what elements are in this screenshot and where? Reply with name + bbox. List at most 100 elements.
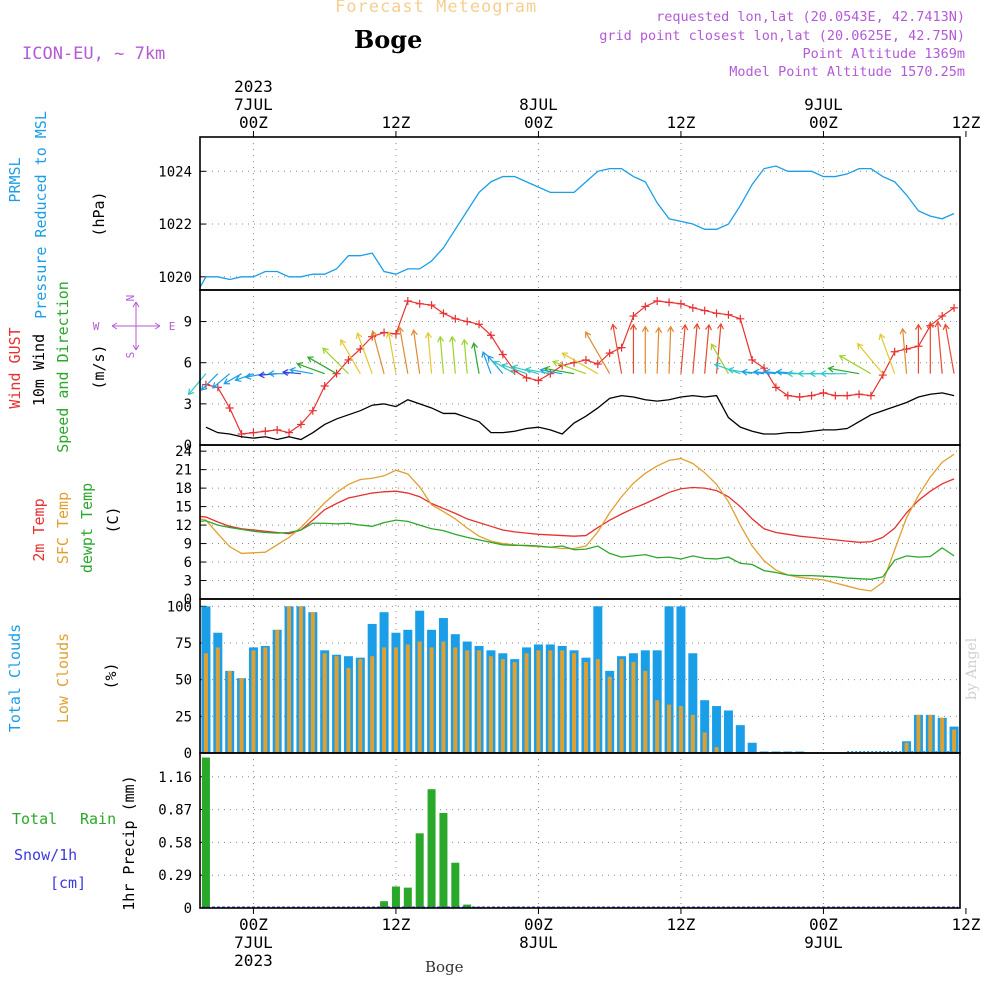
location-title: Boge (354, 25, 423, 54)
y-tick-label-temp: 18 (175, 481, 192, 497)
dewpoint-line (199, 519, 955, 580)
wind-direction-arrow (211, 373, 231, 389)
wind-direction-arrow (410, 328, 421, 374)
wind-direction-arrow (437, 335, 445, 374)
wind-direction-arrow (551, 360, 587, 375)
low-cloud-bar (382, 647, 387, 753)
wind-direction-arrow (752, 368, 776, 376)
precip-bar (439, 812, 448, 908)
gust-marker (332, 369, 341, 378)
total-cloud-bar (676, 606, 686, 753)
gust-marker (712, 309, 721, 318)
bottom-day-label: 8JUL (519, 933, 558, 952)
wind-direction-arrow (942, 323, 955, 374)
wind-direction-arrow (281, 369, 301, 377)
low-cloud-bar (607, 676, 612, 753)
wind-direction-arrow (856, 342, 884, 375)
clouds-unit: (%) (102, 662, 120, 689)
gust-marker (819, 388, 828, 397)
gust-marker (451, 314, 460, 323)
y-tick-label-wind: 0 (184, 438, 192, 454)
wind-direction-arrow (667, 325, 675, 374)
wind-direction-arrow (289, 367, 313, 375)
pressure-label-desc: Pressure Reduced to MSL (32, 111, 50, 319)
wind-direction-arrow (296, 362, 325, 375)
low-cloud-bar (619, 659, 624, 753)
low-cloud-bar (560, 650, 565, 753)
temp-label-2m: 2m Temp (30, 498, 48, 561)
wind-direction-arrow (713, 362, 741, 375)
bottom-time-label: 12Z (381, 915, 410, 934)
low-cloud-bar (346, 667, 351, 753)
low-cloud-bar (465, 650, 470, 753)
total-cloud-bar (747, 742, 757, 753)
low-cloud-bar (322, 653, 327, 753)
gust-marker (225, 403, 234, 412)
y-tick-label-wind: 3 (184, 397, 192, 413)
gust-marker (403, 296, 412, 305)
gust-marker (273, 425, 282, 434)
compass-w: W (93, 320, 100, 333)
wind-direction-arrow (200, 373, 219, 391)
top-day-label: 7JUL (234, 95, 273, 114)
gust-marker (463, 317, 472, 326)
wind-direction-arrow (306, 356, 337, 375)
gust-marker (593, 360, 602, 369)
wind-direction-arrow (926, 321, 934, 374)
wind-direction-arrow (584, 331, 611, 374)
low-cloud-bar (429, 647, 434, 753)
wind-direction-arrow (340, 338, 361, 374)
precip-label-total: Total (12, 810, 57, 828)
gust-marker (760, 364, 769, 373)
bottom-time-label: 12Z (666, 915, 695, 934)
gust-marker (629, 312, 638, 321)
panel-frame-precip (199, 752, 961, 909)
compass-rose-icon (111, 301, 161, 351)
wind-direction-arrow (878, 333, 896, 374)
low-cloud-bar (678, 706, 683, 753)
wind-direction-arrow (763, 368, 788, 376)
gust-marker (415, 299, 424, 308)
y-tick-label-clouds: 25 (175, 709, 192, 725)
low-cloud-bar (405, 644, 410, 753)
wind-direction-arrow (655, 326, 663, 374)
wind-direction-arrow (397, 326, 409, 374)
pressure-line (199, 165, 955, 288)
precip-bar (427, 789, 436, 908)
y-tick-label-temp: 24 (175, 444, 192, 460)
gust-marker (534, 376, 543, 385)
y-tick-label-wind: 6 (184, 356, 192, 372)
wind-label-10m: 10m Wind (30, 334, 48, 406)
gust-marker (748, 355, 757, 364)
gust-marker (285, 428, 294, 437)
low-cloud-bar (952, 729, 957, 753)
gust-marker (866, 391, 875, 400)
bottom-day-label: 9JUL (804, 933, 843, 952)
y-tick-label-precip: 0.29 (158, 868, 192, 884)
precip-label-rain: Rain (80, 810, 116, 828)
low-cloud-bar (358, 659, 363, 753)
low-cloud-bar (227, 670, 232, 753)
low-cloud-bar (928, 714, 933, 753)
wind-direction-arrow (511, 364, 539, 375)
gust-marker (641, 302, 650, 311)
total-cloud-bar (700, 700, 710, 753)
y-tick-label-precip: 0.58 (158, 835, 192, 851)
wind-unit: (m/s) (90, 344, 108, 389)
y-tick-label-pressure: 1022 (158, 217, 192, 233)
y-tick-label-wind: 9 (184, 315, 192, 331)
top-time-label: 12Z (381, 113, 410, 132)
wind-direction-arrow (740, 368, 765, 376)
temp-label-dewpt: dewpt Temp (78, 483, 96, 573)
bottom-time-label: 00Z (809, 915, 838, 934)
gust-marker (296, 420, 305, 429)
low-cloud-bar (595, 659, 600, 753)
low-cloud-bar (477, 650, 482, 753)
precip-bar (391, 886, 400, 908)
sfc-temp-line (199, 453, 955, 592)
wind-direction-arrow (610, 323, 623, 374)
gust-marker (795, 392, 804, 401)
info-requested: requested lon,lat (20.0543E, 42.7413N) (656, 9, 965, 25)
wind-direction-arrow (244, 372, 266, 380)
gust-marker (380, 328, 389, 337)
